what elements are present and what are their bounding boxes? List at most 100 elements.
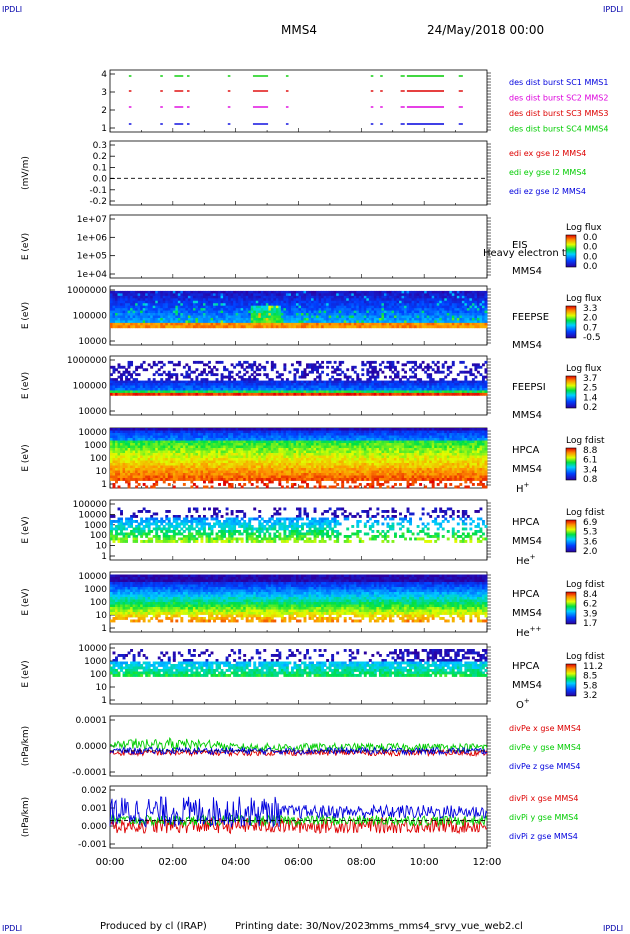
panel-hpca_h-spectrogram-cell	[142, 463, 146, 466]
panel-feepse-spectrogram-cell	[464, 320, 468, 324]
panel-feepse-spectrogram-cell	[187, 315, 191, 319]
panel-feepsi-spectrogram-cell	[341, 385, 345, 389]
panel-feepse-spectrogram-cell	[172, 305, 176, 309]
panel-feepse-spectrogram-cell	[424, 308, 428, 311]
panel-feepsi-spectrogram-cell	[220, 390, 224, 394]
panel-feepse-spectrogram-cell	[135, 293, 139, 297]
panel-feepsi-spectrogram-cell	[228, 373, 232, 377]
panel-feepse-spectrogram-cell	[406, 310, 410, 314]
panel-feepse-spectrogram-cell	[313, 313, 317, 316]
panel-feepsi-spectrogram-cell	[434, 363, 438, 367]
panel-feepse-spectrogram-cell	[481, 325, 485, 329]
panel-feepse-spectrogram-cell	[426, 325, 430, 329]
panel-feepse-spectrogram-cell	[117, 295, 121, 299]
panel-feepse-spectrogram-cell	[155, 310, 159, 314]
panel-hpca_h-spectrogram-cell	[115, 475, 118, 479]
panel-feepse-spectrogram-cell	[142, 300, 146, 304]
panel-feepse-spectrogram-cell	[130, 293, 134, 297]
panel-feepse-spectrogram-cell	[192, 315, 196, 319]
panel-feepse-spectrogram-cell	[346, 317, 350, 321]
panel-hpca_h-spectrogram-cell	[162, 478, 166, 481]
panel-feepsi-spectrogram-cell	[255, 385, 259, 389]
panel-feepse-spectrogram-cell	[343, 315, 347, 319]
panel-feepse-spectrogram-cell	[280, 315, 284, 319]
panel-hpca_h-spectrogram-cell	[170, 438, 174, 441]
panel-feepse-spectrogram-cell	[343, 305, 347, 309]
panel-feepsi-spectrogram-cell	[202, 390, 206, 394]
panel-feepsi-spectrogram-cell	[439, 383, 443, 386]
panel-feepsi-spectrogram-cell	[353, 365, 357, 369]
panel-feepse-spectrogram-cell	[353, 303, 357, 307]
panel-hpca_h-spectrogram-cell	[125, 453, 128, 456]
panel-feepsi-spectrogram-cell	[150, 365, 154, 369]
panel-feepsi-spectrogram-cell	[238, 383, 242, 386]
panel-feepse-spectrogram-cell	[192, 295, 196, 299]
panel-feepsi-spectrogram-cell	[213, 387, 216, 391]
panel-feepse-spectrogram-cell	[343, 310, 347, 314]
panel-hpca_h-spectrogram-cell	[147, 463, 151, 466]
panel-feepse-spectrogram-cell	[328, 313, 332, 316]
panel-feepse-spectrogram-cell	[162, 305, 166, 309]
panel-feepse-spectrogram-cell	[285, 305, 289, 309]
panel-feepse-spectrogram-cell	[316, 322, 320, 326]
panel-feepse-spectrogram-cell	[122, 305, 126, 309]
panel-hpca_h-spectrogram-cell	[120, 453, 123, 456]
panel-feepse-spectrogram-cell	[165, 308, 169, 311]
panel-hpca_h-spectrogram-cell	[152, 428, 156, 431]
panel-hpca_h-spectrogram-cell	[253, 443, 257, 446]
panel-feepse-spectrogram-cell	[278, 313, 282, 316]
panel-hpca_h-spectrogram-cell	[195, 453, 199, 456]
panel-hpca_h-spectrogram-cell	[167, 478, 171, 481]
panel-hpca_h-spectrogram-cell	[248, 470, 252, 474]
panel-feepse-spectrogram-cell	[218, 317, 221, 321]
panel-feepsi-spectrogram-cell	[230, 390, 234, 394]
panel-feepsi-spectrogram-cell	[454, 380, 458, 384]
panel-hpca_h-spectrogram-cell	[112, 453, 116, 456]
panel-feepse-spectrogram-cell	[444, 305, 448, 309]
panel-feepse-spectrogram-cell	[346, 320, 350, 324]
panel-feepse-spectrogram-cell	[449, 310, 453, 314]
panel-feepse-spectrogram-cell	[125, 308, 128, 311]
panel-feepse-spectrogram-cell	[444, 313, 448, 316]
panel-hpca_h-spectrogram-cell	[135, 433, 139, 436]
panel-hpca_h-spectrogram-cell	[210, 460, 214, 464]
panel-feepse-spectrogram-cell	[401, 315, 405, 319]
panel-hpca_h-spectrogram-cell	[180, 430, 184, 434]
panel-feepse-spectrogram-cell	[378, 293, 382, 297]
panel-hpca_h-spectrogram-cell	[152, 453, 156, 456]
panel-feepsi-spectrogram-cell	[200, 373, 204, 377]
panel-feepse-spectrogram-cell	[358, 317, 362, 321]
panel-feepsi-spectrogram-cell	[321, 365, 325, 369]
panel-hpca_h-spectrogram-cell	[250, 430, 254, 434]
panel-feepse-spectrogram-cell	[358, 298, 362, 302]
panel-feepse-spectrogram-cell	[471, 325, 475, 329]
panel-feepsi-spectrogram-cell	[328, 380, 332, 384]
panel-hpca_h-spectrogram-cell	[127, 455, 131, 459]
panel-feepse-spectrogram-cell	[125, 300, 128, 304]
panel-feepse-spectrogram-cell	[290, 313, 294, 316]
panel-feepse-spectrogram-cell	[381, 305, 385, 309]
panel-feepsi-spectrogram-cell	[140, 363, 144, 367]
panel-feepsi-spectrogram-cell	[461, 380, 465, 384]
panel-feepse-spectrogram-cell	[195, 293, 199, 297]
panel-hpca_h-spectrogram-cell	[210, 475, 214, 479]
panel-feepse-spectrogram-cell	[142, 290, 146, 294]
panel-hpca_h-spectrogram-cell	[170, 468, 174, 471]
panel-hpca_h-spectrogram-cell	[205, 455, 209, 459]
panel-feepse-spectrogram-cell	[182, 322, 186, 326]
panel-hpca_h-spectrogram-cell	[177, 475, 181, 479]
panel-feepse-spectrogram-cell	[112, 315, 116, 319]
panel-feepse-spectrogram-cell	[451, 303, 455, 307]
panel-feepsi-spectrogram-cell	[318, 378, 322, 381]
panel-feepse-spectrogram-cell	[235, 315, 239, 319]
panel-hpca_h-spectrogram-cell	[220, 445, 224, 449]
panel-feepsi-spectrogram-cell	[112, 390, 116, 394]
panel-feepse-spectrogram-cell	[238, 315, 242, 319]
panel-hpca_h-spectrogram-cell	[140, 440, 144, 444]
panel-hpca_h-spectrogram-cell	[142, 450, 146, 454]
panel-feepse-spectrogram-cell	[306, 293, 309, 297]
panel-feepse-spectrogram-cell	[436, 305, 440, 309]
panel-feepse-spectrogram-cell	[464, 290, 468, 294]
panel-feepse-spectrogram-cell	[471, 308, 475, 311]
panel-hpca_h-spectrogram-cell	[192, 478, 196, 481]
